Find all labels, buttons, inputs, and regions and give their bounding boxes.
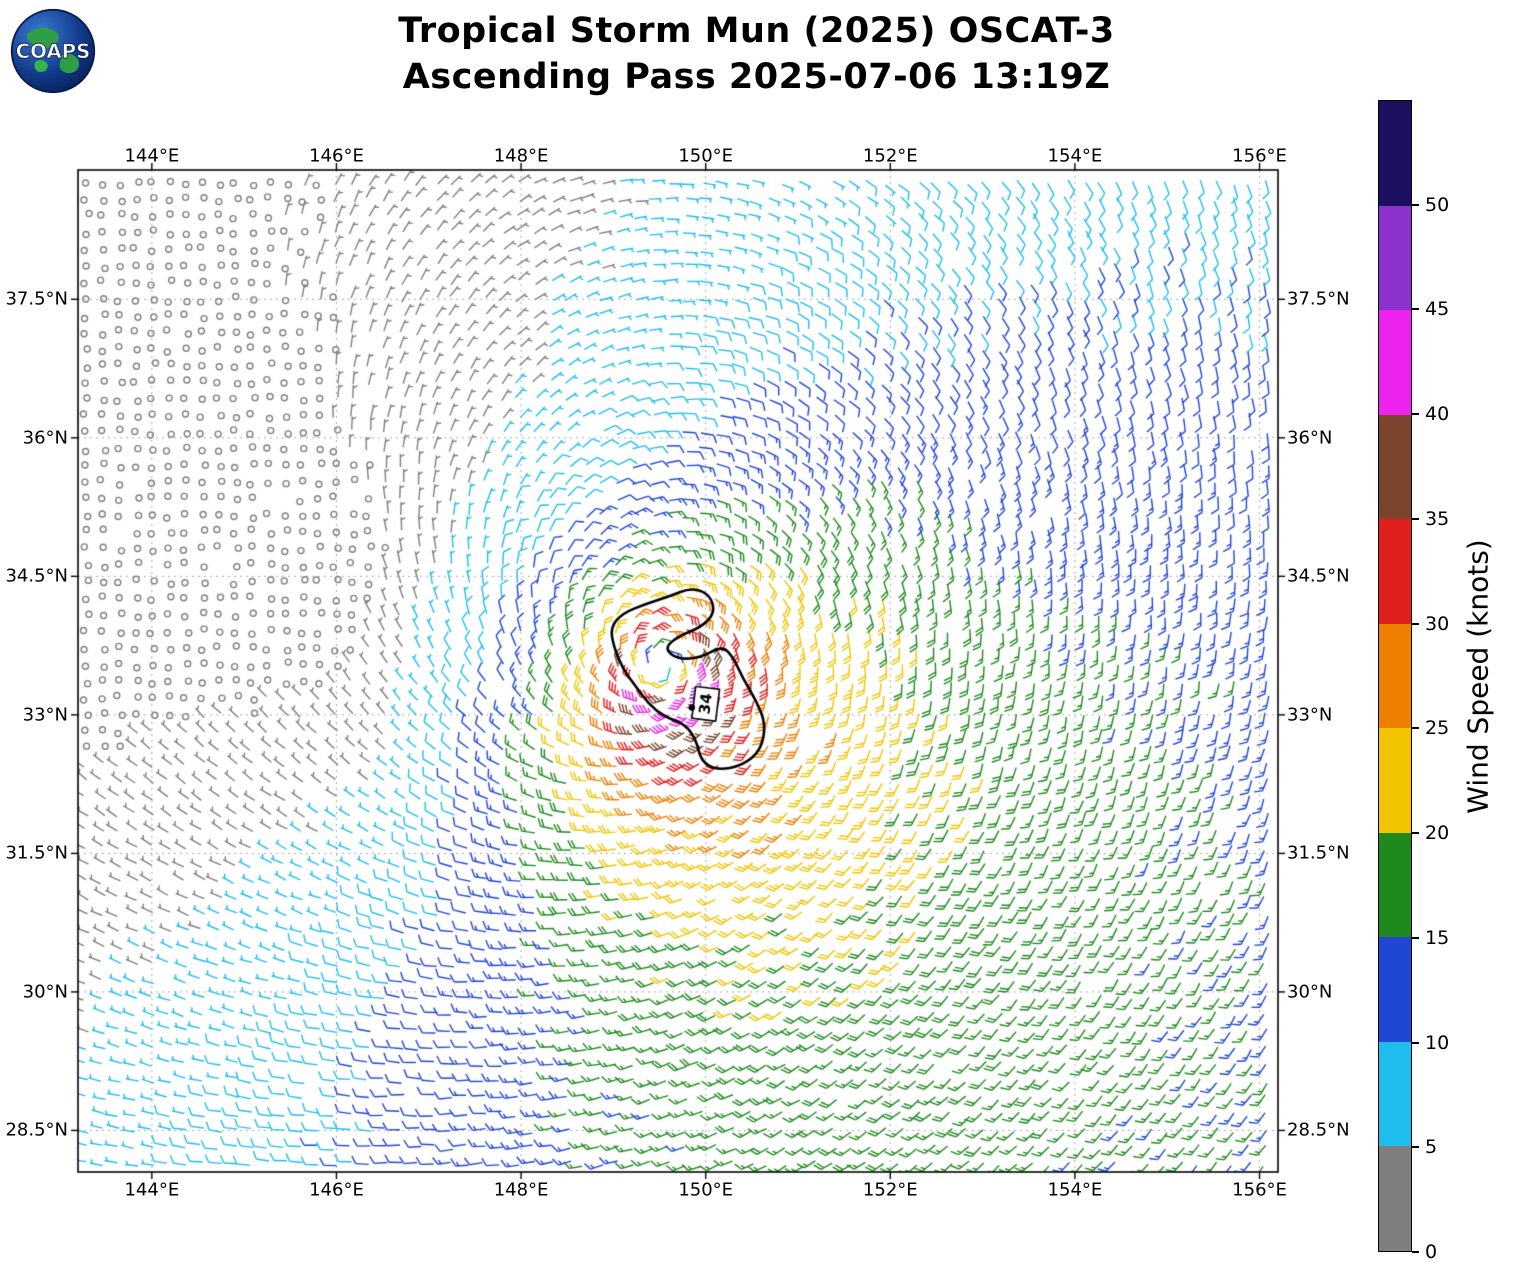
lat-tick-label-left: 36°N — [22, 427, 68, 449]
lat-tick-label-left: 28.5°N — [5, 1119, 68, 1141]
colorbar-tick-label: 0 — [1425, 1241, 1438, 1263]
colorbar-tick-label: 15 — [1425, 926, 1450, 949]
colorbar-tick-label: 5 — [1425, 1136, 1438, 1159]
lon-tick-label-bottom: 156°E — [1232, 1179, 1287, 1201]
colorbar-tickmark — [1412, 517, 1419, 520]
colorbar-segment-7 — [1379, 414, 1411, 520]
colorbar-tick-label: 40 — [1425, 403, 1450, 426]
colorbar-title: Wind Speed (knots) — [1448, 100, 1508, 1252]
colorbar-segment-4 — [1379, 728, 1411, 833]
colorbar-segment-0 — [1379, 1146, 1411, 1251]
wind-map-plot: 144°E 144°E 146°E 146°E 148°E 148°E 150°E 150°E… — [5, 146, 1349, 1201]
lon-tick-label-top: 154°E — [1047, 145, 1103, 167]
lon-tick-label-bottom: 150°E — [678, 1179, 734, 1201]
lon-tick-label-top: 156°E — [1232, 145, 1287, 167]
lat-tick-label-left: 33°N — [22, 704, 68, 726]
title-line-1: Tropical Storm Mun (2025) OSCAT-3 — [398, 11, 1115, 51]
colorbar-tick-label: 30 — [1425, 612, 1450, 635]
figure-title: Tropical Storm Mun (2025) OSCAT-3 Ascend… — [0, 8, 1513, 100]
colorbar — [1378, 100, 1412, 1252]
colorbar-tick-label: 45 — [1425, 298, 1450, 321]
lat-tick-label-left: 37.5°N — [5, 288, 68, 310]
lon-tick-label-top: 144°E — [124, 145, 180, 167]
colorbar-segment-6 — [1379, 519, 1411, 624]
lon-tick-label-top: 150°E — [678, 145, 734, 167]
lat-tick-label-right: 33°N — [1287, 704, 1333, 726]
colorbar-segment-5 — [1379, 623, 1411, 729]
colorbar-tick-label: 50 — [1425, 193, 1450, 216]
colorbar-tick-label: 20 — [1425, 822, 1450, 845]
colorbar-tickmark — [1412, 1041, 1419, 1044]
lon-tick-label-bottom: 146°E — [309, 1179, 364, 1201]
lon-tick-label-bottom: 154°E — [1047, 1179, 1103, 1201]
colorbar-segment-8 — [1379, 310, 1411, 415]
colorbar-tickmark — [1412, 308, 1419, 311]
colorbar-tick-label: 10 — [1425, 1031, 1450, 1054]
lat-tick-label-right: 28.5°N — [1287, 1119, 1350, 1141]
lat-tick-label-right: 34.5°N — [1287, 565, 1350, 587]
lat-tick-label-left: 30°N — [22, 981, 68, 1003]
lat-tick-label-left: 31.5°N — [5, 842, 68, 864]
colorbar-tickmark — [1412, 413, 1419, 416]
lon-tick-label-top: 152°E — [862, 145, 918, 167]
lat-tick-label-right: 31.5°N — [1287, 842, 1350, 864]
lon-tick-label-bottom: 144°E — [124, 1179, 180, 1201]
colorbar-title-text: Wind Speed (knots) — [1461, 538, 1495, 814]
globe-icon: COAPS — [10, 8, 96, 94]
lon-tick-label-top: 146°E — [309, 145, 364, 167]
lat-tick-label-right: 30°N — [1287, 981, 1333, 1003]
lon-tick-label-bottom: 152°E — [862, 1179, 918, 1201]
colorbar-segment-1 — [1379, 1041, 1411, 1147]
colorbar-tickmark — [1412, 1146, 1419, 1149]
colorbar-tick-label: 35 — [1425, 507, 1450, 530]
title-line-2: Ascending Pass 2025-07-06 13:19Z — [402, 57, 1111, 98]
wind-barb-canvas — [58, 150, 1298, 1192]
colorbar-tickmark — [1412, 727, 1419, 730]
colorbar-tickmark — [1412, 203, 1419, 206]
colorbar-segment-9 — [1379, 205, 1411, 311]
colorbar-tick-label: 25 — [1425, 717, 1450, 740]
coaps-logo: COAPS — [10, 8, 96, 94]
lat-tick-label-right: 36°N — [1287, 427, 1333, 449]
colorbar-segment-10 — [1379, 100, 1411, 206]
colorbar-tickmark — [1412, 936, 1419, 939]
lat-tick-label-right: 37.5°N — [1287, 288, 1350, 310]
lon-tick-label-top: 148°E — [493, 145, 549, 167]
lat-tick-label-left: 34.5°N — [5, 565, 68, 587]
colorbar-tickmark — [1412, 622, 1419, 625]
colorbar-segment-2 — [1379, 937, 1411, 1042]
colorbar-segment-3 — [1379, 832, 1411, 938]
colorbar-tickmark — [1412, 832, 1419, 835]
colorbar-tickmark — [1412, 1251, 1419, 1253]
coaps-logo-text: COAPS — [16, 40, 91, 63]
lon-tick-label-bottom: 148°E — [493, 1179, 549, 1201]
